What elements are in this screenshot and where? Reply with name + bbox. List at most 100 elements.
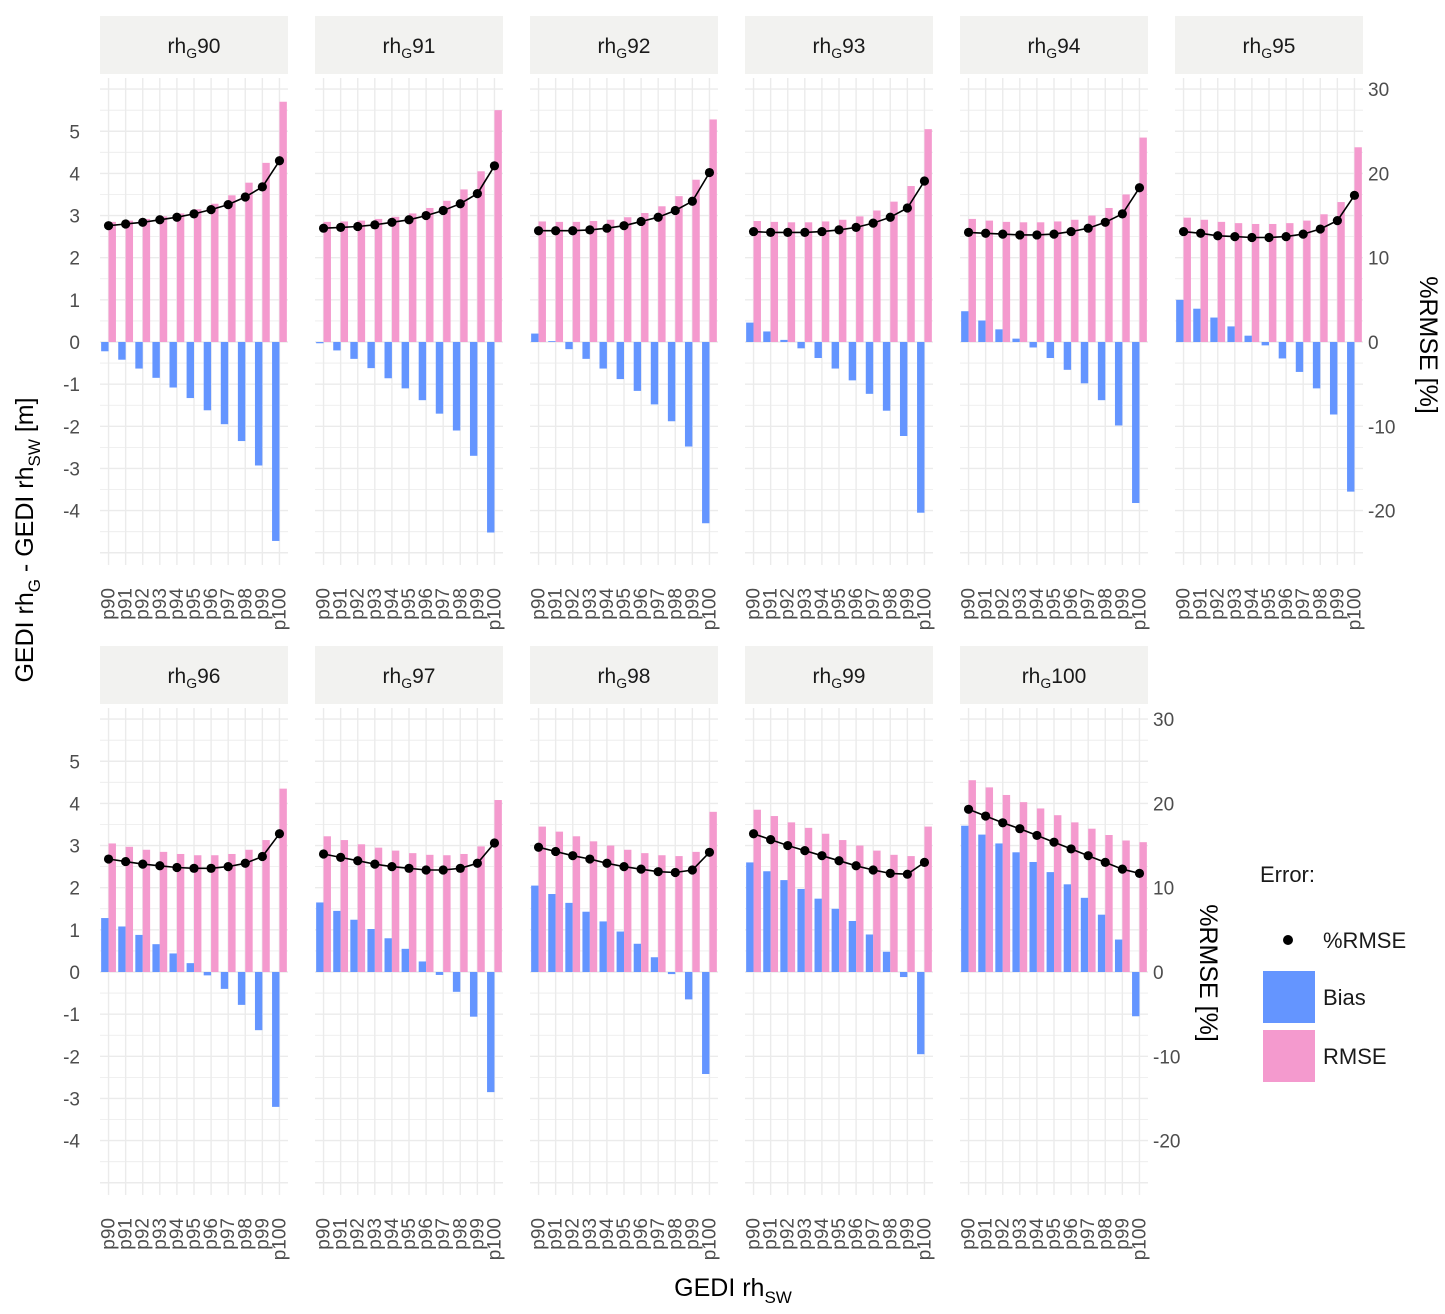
bias-bar: [350, 342, 358, 359]
rmse-bar: [374, 218, 383, 342]
prmse-point: [653, 212, 663, 222]
prmse-point: [783, 227, 793, 238]
rmse-bar: [985, 787, 994, 972]
bias-bar: [220, 342, 229, 425]
bias-bar: [899, 972, 908, 978]
prmse-point: [766, 835, 776, 845]
x-tick-label: p91: [1191, 588, 1212, 620]
x-tick-label: p97: [863, 588, 884, 620]
bias-bar: [1347, 342, 1355, 492]
prmse-point: [963, 227, 974, 238]
bias-bar: [152, 342, 160, 378]
rmse-bar: [641, 853, 649, 972]
x-tick-label: p99: [897, 588, 918, 620]
x-tick-label: p94: [812, 588, 833, 620]
y2-tick-label: 20: [1153, 794, 1174, 815]
prmse-point: [1196, 228, 1206, 238]
y2-tick-label: 10: [1368, 249, 1389, 270]
prmse-point: [1100, 857, 1110, 868]
bias-bar: [1295, 342, 1304, 372]
rmse-bar: [1234, 223, 1243, 342]
x-axis-title: GEDI rhSW: [674, 1274, 792, 1307]
bias-bar: [418, 342, 427, 401]
bias-bar: [633, 342, 642, 391]
prmse-point: [902, 869, 912, 879]
x-tick-label: p99: [682, 588, 703, 620]
bias-bar: [848, 920, 857, 972]
rmse-bar: [1002, 221, 1011, 342]
bias-bar: [702, 972, 710, 1075]
legend: Error: %RMSE Bias RMSE: [1260, 862, 1406, 1082]
y-tick-label: 2: [69, 879, 80, 900]
rmse-bar: [787, 822, 796, 972]
y2-tick-label: 0: [1153, 963, 1164, 984]
rmse-bar: [1054, 221, 1062, 342]
y-tick-label: -1: [63, 375, 80, 396]
rmse-bar: [1105, 835, 1113, 972]
prmse-point: [172, 212, 182, 222]
bias-bar: [1097, 342, 1106, 401]
shared-axes: 543210-1-2-3-4543210-1-2-3-43020100-10-2…: [63, 80, 1395, 1153]
x-tick-label: p97: [648, 1218, 669, 1250]
x-tick-label: p90: [529, 588, 550, 620]
bias-bar: [763, 871, 771, 972]
prmse-point: [551, 846, 561, 857]
prmse-point: [885, 868, 895, 878]
y-tick-label: 1: [69, 291, 80, 312]
strip-label: rhG97: [383, 665, 436, 691]
x-tick-label: p98: [450, 588, 471, 620]
bias-bar: [582, 342, 590, 359]
x-tick-label: p98: [1310, 588, 1331, 620]
x-tick-label: p94: [1027, 1218, 1048, 1250]
x-tick-label: p97: [1293, 588, 1314, 620]
rmse-bar: [391, 216, 400, 342]
bias-bar: [814, 898, 822, 972]
x-tick-label: p90: [99, 588, 120, 620]
x-tick-label: p98: [880, 588, 901, 620]
rmse-bar: [1183, 217, 1191, 342]
bias-bar: [452, 342, 461, 431]
x-tick-label: p92: [133, 588, 154, 620]
bias-bar: [995, 843, 1003, 972]
rmse-bar: [675, 856, 683, 972]
facet-panels: rhG90p90p91p92p93p94p95p96p97p98p99p100r…: [99, 16, 1365, 1260]
x-tick-label: p98: [1095, 1218, 1116, 1250]
rmse-bar: [494, 800, 502, 972]
x-tick-label: p91: [546, 588, 567, 620]
y-tick-label: 0: [69, 963, 80, 984]
prmse-point: [353, 856, 363, 866]
prmse-point: [1315, 224, 1325, 234]
bias-bar: [1012, 852, 1020, 972]
x-tick-label: p92: [133, 1218, 154, 1250]
prmse-point: [121, 856, 131, 867]
x-tick-label: p100: [484, 588, 505, 630]
x-tick-label: p97: [218, 588, 239, 620]
prmse-point: [138, 859, 148, 869]
x-tick-label: p99: [1112, 588, 1133, 620]
x-tick-label: p94: [812, 1218, 833, 1250]
x-tick-label: p92: [563, 588, 584, 620]
prmse-point: [568, 226, 578, 236]
bias-bar: [978, 834, 986, 972]
prmse-point: [1117, 864, 1127, 874]
rmse-bar: [159, 216, 168, 342]
x-tick-label: p96: [201, 1218, 222, 1250]
bias-bar: [616, 931, 624, 972]
rmse-bar: [494, 110, 502, 342]
bias-bar: [1261, 342, 1269, 346]
y2-tick-label: -20: [1153, 1132, 1180, 1153]
rmse-bar: [1036, 808, 1045, 972]
bias-bar: [995, 329, 1003, 342]
prmse-point: [748, 829, 759, 839]
y-axis-title: GEDI rhG - GEDI rhSW [m]: [11, 397, 44, 682]
bias-bar: [1227, 326, 1235, 342]
prmse-point: [766, 227, 776, 238]
rmse-bar: [323, 836, 331, 972]
x-tick-label: p91: [546, 1218, 567, 1250]
prmse-point: [568, 851, 578, 861]
bias-bar: [469, 972, 478, 1017]
x-tick-label: p96: [416, 1218, 437, 1250]
x-tick-label: p92: [348, 1218, 369, 1250]
